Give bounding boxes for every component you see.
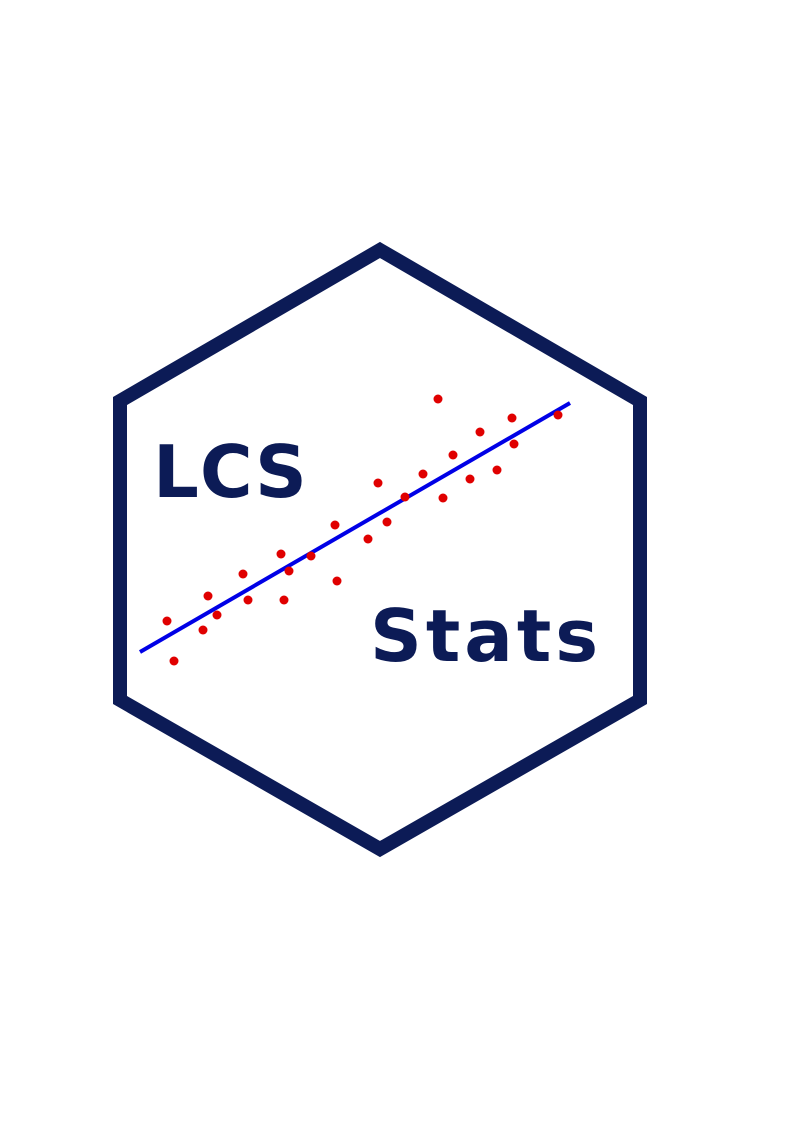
scatter-point: [418, 469, 428, 479]
scatter-point: [438, 493, 448, 503]
scatter-point: [509, 439, 519, 449]
scatter-point: [475, 427, 485, 437]
trend-line: [138, 401, 572, 654]
scatter-point: [284, 566, 294, 576]
scatter-point: [330, 520, 340, 530]
scatter-point: [212, 610, 222, 620]
scatter-point: [332, 576, 342, 586]
scatter-point: [382, 517, 392, 527]
scatter-point: [507, 413, 517, 423]
scatter-point: [162, 616, 172, 626]
scatter-point: [363, 534, 373, 544]
scatter-point: [276, 549, 286, 559]
scatter-point: [465, 474, 475, 484]
scatter-point: [243, 595, 253, 605]
logo-word-stats: Stats: [370, 594, 602, 678]
scatter-point: [279, 595, 289, 605]
scatter-point: [433, 394, 443, 404]
scatter-point: [492, 465, 502, 475]
logo-word-lcs: LCS: [153, 430, 308, 514]
scatter-plot-graphic: [138, 394, 572, 666]
scatter-point: [238, 569, 248, 579]
scatter-point: [306, 551, 316, 561]
scatter-points: [162, 394, 563, 666]
scatter-point: [373, 478, 383, 488]
scatter-point: [448, 450, 458, 460]
scatter-point: [203, 591, 213, 601]
scatter-point: [553, 410, 563, 420]
hexagon-frame: [113, 241, 647, 858]
scatter-point: [198, 625, 208, 635]
scatter-point: [169, 656, 179, 666]
scatter-point: [400, 492, 410, 502]
